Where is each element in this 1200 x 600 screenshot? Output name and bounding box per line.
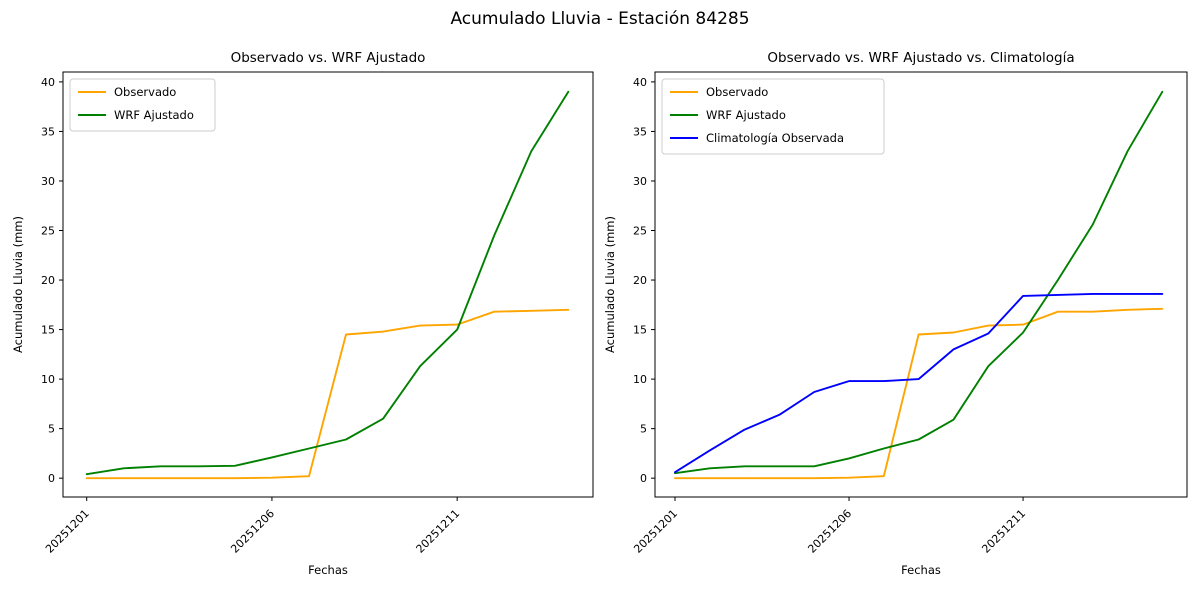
- legend-label-wrf-ajustado: WRF Ajustado: [114, 108, 194, 122]
- y-tick-label: 5: [48, 423, 55, 436]
- legend-box: [69, 78, 216, 132]
- x-tick-label: 20251201: [43, 507, 92, 556]
- plot-frame: [62, 71, 594, 498]
- y-tick-label: 40: [633, 76, 647, 89]
- y-axis-label: Acumulado Lluvia (mm): [11, 216, 25, 353]
- legend-label-climatologia-observada: Climatología Observada: [706, 131, 844, 145]
- subplot-title: Observado vs. WRF Ajustado: [231, 50, 426, 66]
- x-tick-label: 20251206: [805, 507, 854, 556]
- y-tick-label: 20: [633, 274, 647, 287]
- series-line-wrf-ajustado: [85, 90, 570, 476]
- chart-observado-vs-wrf: Observado vs. WRF Ajustado Fechas Acumul…: [11, 50, 594, 577]
- chart-observado-vs-wrf-vs-climatologia: Observado vs. WRF Ajustado vs. Climatolo…: [603, 50, 1188, 577]
- figure-title: Acumulado Lluvia - Estación 84285: [450, 9, 750, 29]
- y-tick-label: 35: [41, 125, 55, 138]
- y-tick-label: 30: [41, 175, 55, 188]
- x-axis-label: Fechas: [901, 563, 941, 577]
- y-tick-label: 10: [633, 373, 647, 386]
- legend-label-observado: Observado: [706, 85, 768, 99]
- y-tick-label: 15: [633, 324, 647, 337]
- y-tick-label: 15: [41, 324, 55, 337]
- x-tick-label: 20251206: [228, 507, 277, 556]
- series-line-climatologia-observada: [674, 292, 1164, 474]
- y-tick-label: 5: [640, 423, 647, 436]
- series-line-observado: [85, 308, 570, 480]
- legend-box: [661, 78, 885, 155]
- legend-label-wrf-ajustado: WRF Ajustado: [706, 108, 786, 122]
- y-tick-label: 25: [633, 225, 647, 238]
- x-tick-label: 20251201: [631, 507, 680, 556]
- y-tick-label: 20: [41, 274, 55, 287]
- x-tick-label: 20251211: [413, 507, 462, 556]
- y-tick-label: 30: [633, 175, 647, 188]
- y-tick-label: 25: [41, 225, 55, 238]
- y-axis-label: Acumulado Lluvia (mm): [603, 216, 617, 353]
- y-tick-label: 10: [41, 373, 55, 386]
- y-tick-label: 35: [633, 125, 647, 138]
- y-tick-label: 0: [640, 472, 647, 485]
- plot-frame: [654, 71, 1188, 498]
- series-line-wrf-ajustado: [674, 90, 1164, 475]
- series-line-observado: [674, 307, 1164, 480]
- x-axis-label: Fechas: [308, 563, 348, 577]
- subplot-title: Observado vs. WRF Ajustado vs. Climatolo…: [767, 50, 1074, 66]
- legend-label-observado: Observado: [114, 85, 176, 99]
- x-tick-label: 20251211: [979, 507, 1028, 556]
- y-tick-label: 0: [48, 472, 55, 485]
- y-tick-label: 40: [41, 76, 55, 89]
